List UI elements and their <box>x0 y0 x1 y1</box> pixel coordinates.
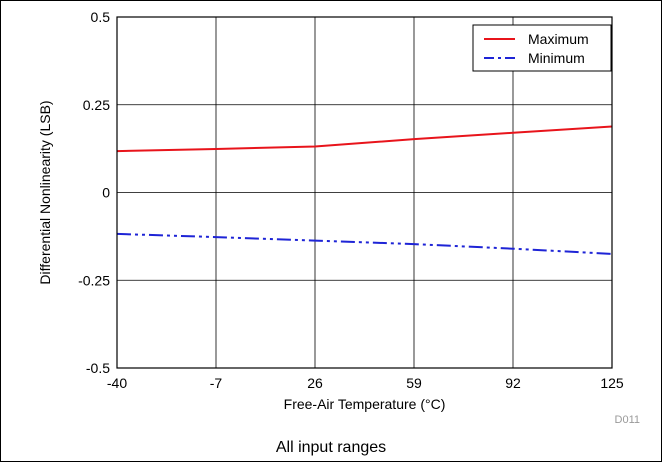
figure-code: D011 <box>615 414 640 426</box>
x-tick-label: -40 <box>107 375 127 391</box>
x-tick-label: 125 <box>600 375 624 391</box>
y-tick-label: -0.25 <box>78 272 110 288</box>
series-line-maximum <box>116 125 613 153</box>
y-tick-label: 0.5 <box>91 9 111 25</box>
series-layer <box>116 125 613 255</box>
legend-label-maximum: Maximum <box>528 31 589 47</box>
x-tick-label: 26 <box>307 375 323 391</box>
y-tick-label: 0 <box>102 185 110 201</box>
legend-box <box>472 24 612 72</box>
figure-caption: All input ranges <box>276 439 386 456</box>
grid <box>117 17 612 368</box>
plot-area <box>116 16 613 369</box>
legend: Maximum Minimum <box>472 24 612 72</box>
y-tick-label: 0.25 <box>83 97 110 113</box>
x-axis-title: Free-Air Temperature (°C) <box>284 396 446 412</box>
x-tick-labels: -40 -7 26 59 92 125 <box>107 375 624 391</box>
x-tick-label: 92 <box>505 375 521 391</box>
y-tick-label: -0.5 <box>86 360 110 376</box>
x-tick-label: 59 <box>406 375 422 391</box>
y-axis-title: Differential Nonlinearity (LSB) <box>37 100 53 284</box>
y-tick-labels: 0.5 0.25 0 -0.25 -0.5 <box>78 9 110 376</box>
legend-label-minimum: Minimum <box>528 50 585 66</box>
x-tick-label: -7 <box>210 375 223 391</box>
series-line-minimum <box>116 232 613 255</box>
